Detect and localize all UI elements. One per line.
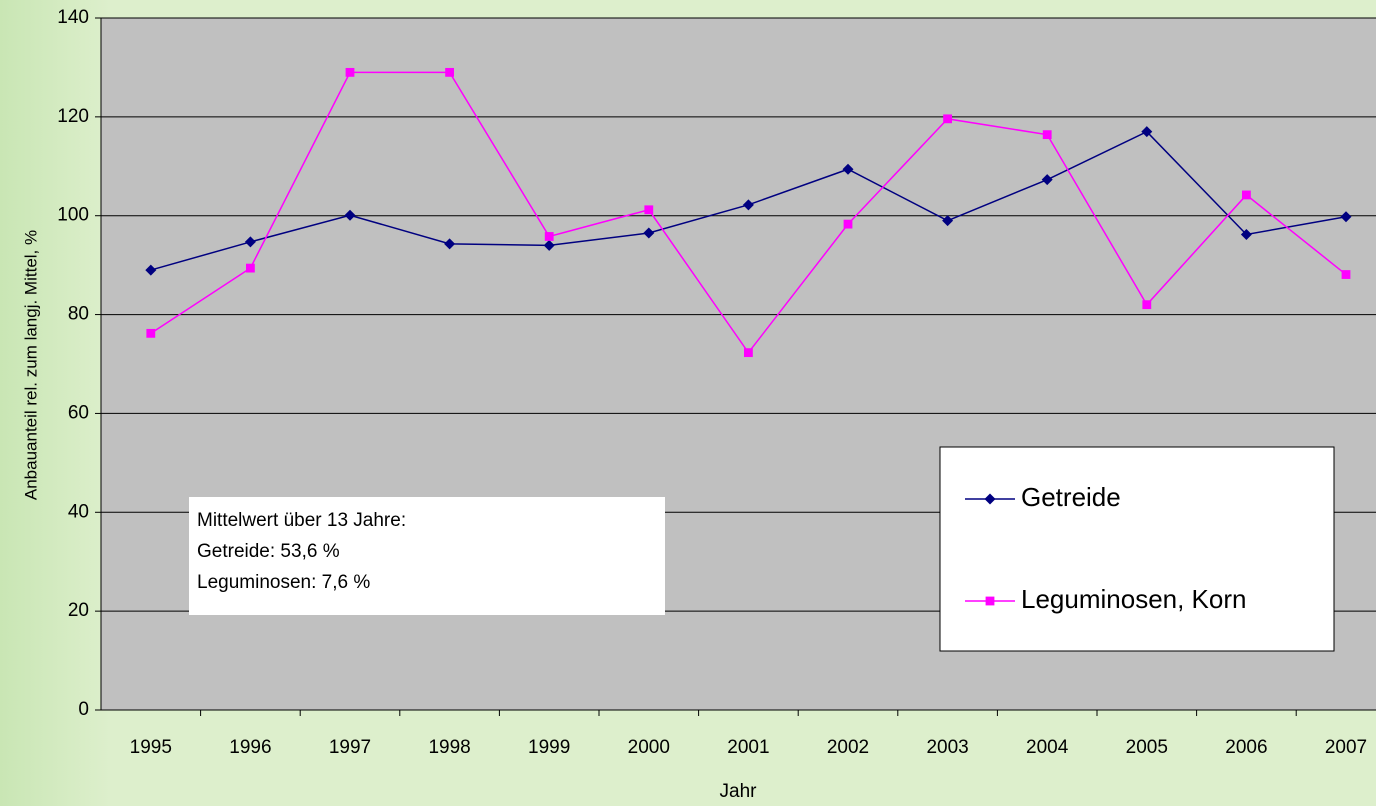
marker (444, 238, 456, 250)
marker (1141, 126, 1153, 138)
x-tick-label: 2007 (1325, 737, 1367, 758)
marker (744, 348, 753, 358)
legend (939, 446, 1335, 652)
marker (1041, 174, 1053, 186)
marker (742, 199, 754, 211)
legend-label: Getreide (1021, 482, 1121, 512)
grid (101, 17, 1376, 711)
marker (344, 209, 356, 221)
legend-label: Leguminosen, Korn (1021, 584, 1246, 614)
marker (145, 264, 157, 276)
marker (246, 263, 255, 273)
y-tick-label: 120 (57, 106, 89, 127)
x-tick-label: 1996 (229, 737, 271, 758)
marker (544, 232, 554, 241)
marker (943, 114, 952, 124)
marker (1240, 228, 1252, 240)
y-tick-label: 140 (57, 7, 89, 28)
marker (543, 239, 555, 251)
series (145, 67, 1352, 358)
marker (244, 236, 256, 248)
y-tick-label: 100 (57, 205, 89, 226)
x-tick-label: 1999 (528, 737, 570, 758)
marker (942, 215, 954, 227)
marker (146, 328, 156, 338)
marker (1341, 270, 1351, 279)
marker (345, 67, 355, 77)
marker (1340, 211, 1352, 223)
y-tick-label: 0 (78, 699, 89, 720)
x-tick-label: 2005 (1126, 737, 1168, 758)
marker (1142, 300, 1152, 310)
x-tick-label: 1995 (130, 737, 172, 758)
marker (984, 493, 996, 505)
x-tick-label: 2003 (926, 737, 968, 758)
y-tick-label: 80 (68, 304, 89, 325)
marker (445, 67, 454, 77)
x-tick-label: 1997 (329, 737, 371, 758)
marker (1242, 190, 1251, 200)
marker (985, 596, 995, 606)
x-tick-label: 2002 (827, 737, 869, 758)
x-tick-label: 2000 (628, 737, 670, 758)
annotation-text: Leguminosen: 7,6 % (197, 572, 370, 593)
marker (843, 219, 853, 229)
annotation-text: Mittelwert über 13 Jahre: (197, 510, 406, 531)
annotation-box (189, 497, 665, 615)
y-tick-label: 60 (68, 402, 89, 423)
annotation-text: Getreide: 53,6 % (197, 541, 340, 562)
marker (1042, 130, 1052, 140)
y-axis-label: Anbauanteil rel. zum langj. Mittel, % (21, 230, 40, 500)
x-tick-label: 2004 (1026, 737, 1069, 758)
marker (842, 163, 854, 175)
y-tick-label: 20 (68, 600, 89, 621)
y-tick-label: 40 (68, 501, 89, 522)
marker (643, 227, 655, 239)
x-tick-label: 2006 (1225, 737, 1267, 758)
x-tick-label: 1998 (428, 737, 470, 758)
x-tick-label: 2001 (727, 737, 769, 758)
marker (644, 205, 654, 215)
x-axis-label: Jahr (720, 781, 758, 802)
